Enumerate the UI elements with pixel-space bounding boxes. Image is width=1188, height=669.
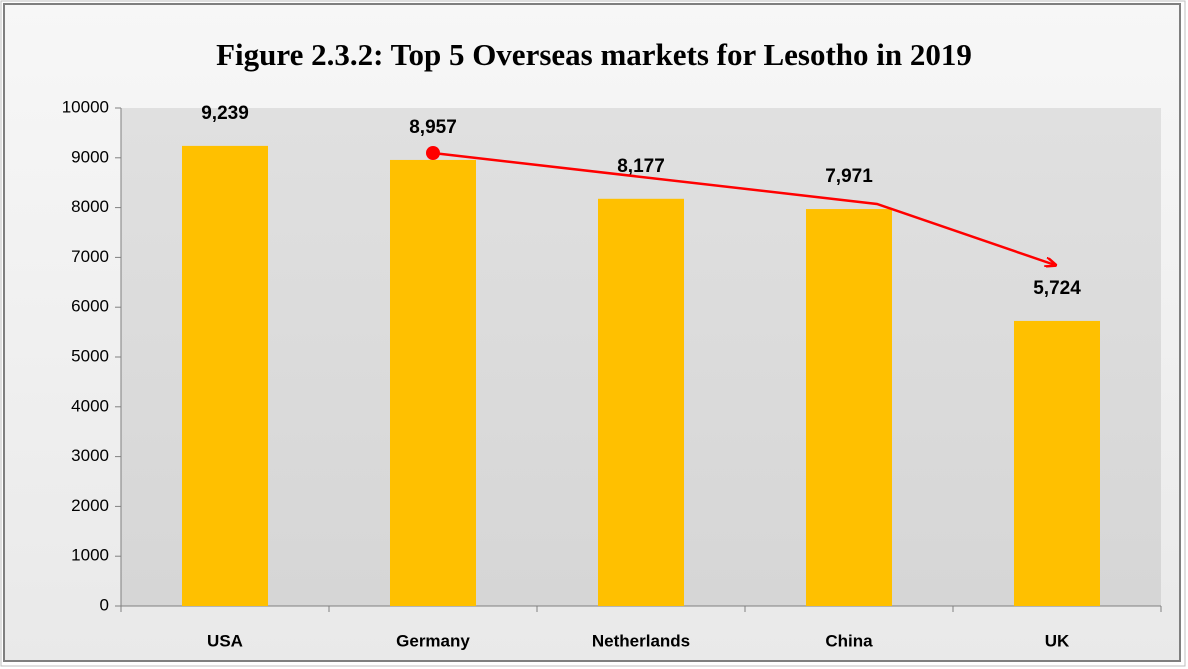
y-tick-label: 8000 <box>71 197 109 216</box>
y-tick-label: 3000 <box>71 446 109 465</box>
x-tick-label: Netherlands <box>592 631 690 650</box>
value-label: 5,724 <box>1033 278 1081 299</box>
marks: 0 1000 2000 3000 4000 5000 6000 7000 8000 9000 100… <box>62 97 1162 650</box>
x-tick-label: USA <box>207 631 243 650</box>
chart-title: Figure 2.3.2: Top 5 Overseas markets for… <box>216 37 972 72</box>
y-tick-label: 5000 <box>71 346 109 365</box>
value-label: 8,177 <box>617 156 665 177</box>
y-tick-label: 10000 <box>62 97 109 116</box>
bar <box>182 145 268 606</box>
y-tick-label: 1000 <box>71 546 109 565</box>
value-label: 8,957 <box>409 117 457 138</box>
x-tick-label: China <box>825 631 873 650</box>
x-tick-label: Germany <box>396 631 470 650</box>
y-tick-label: 9000 <box>71 147 109 166</box>
bar <box>806 209 892 607</box>
arrow-dot <box>426 146 440 160</box>
x-tick-label: UK <box>1045 631 1070 650</box>
arrow-line <box>432 151 1055 265</box>
y-tick-label: 2000 <box>71 496 109 515</box>
bar <box>390 159 476 606</box>
y-tick-label: 7000 <box>71 247 109 266</box>
y-tick-label: 4000 <box>71 396 109 415</box>
y-tick-label: 6000 <box>71 297 109 316</box>
bar <box>1014 320 1100 606</box>
bar <box>598 198 684 606</box>
value-label: 9,239 <box>201 103 249 124</box>
y-tick-label: 0 <box>100 595 109 614</box>
trend-arrow <box>426 146 1055 265</box>
value-label: 7,971 <box>825 166 873 187</box>
